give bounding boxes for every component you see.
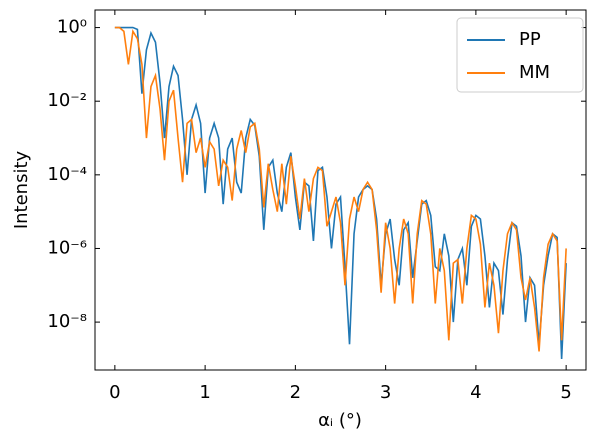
x-tick-label: 5 <box>560 382 571 403</box>
x-tick-label: 2 <box>290 382 301 403</box>
x-axis-label: αᵢ (°) <box>318 410 362 431</box>
x-tick-label: 3 <box>380 382 391 403</box>
y-tick-label: 10⁻⁴ <box>47 164 87 185</box>
x-tick-label: 1 <box>199 382 210 403</box>
y-tick-label: 10⁻⁸ <box>47 311 87 332</box>
legend-label: MM <box>519 62 550 83</box>
plot-frame <box>94 9 587 371</box>
y-tick-label: 10⁻² <box>47 90 87 111</box>
x-tick-label: 4 <box>470 382 481 403</box>
y-tick-label: 10⁰ <box>57 17 87 38</box>
y-tick-label: 10⁻⁶ <box>47 237 87 258</box>
y-axis-label: Intensity <box>11 150 32 229</box>
data-line <box>114 26 567 359</box>
data-line <box>114 26 567 352</box>
legend-label: PP <box>519 29 541 50</box>
x-tick-label: 0 <box>109 382 120 403</box>
